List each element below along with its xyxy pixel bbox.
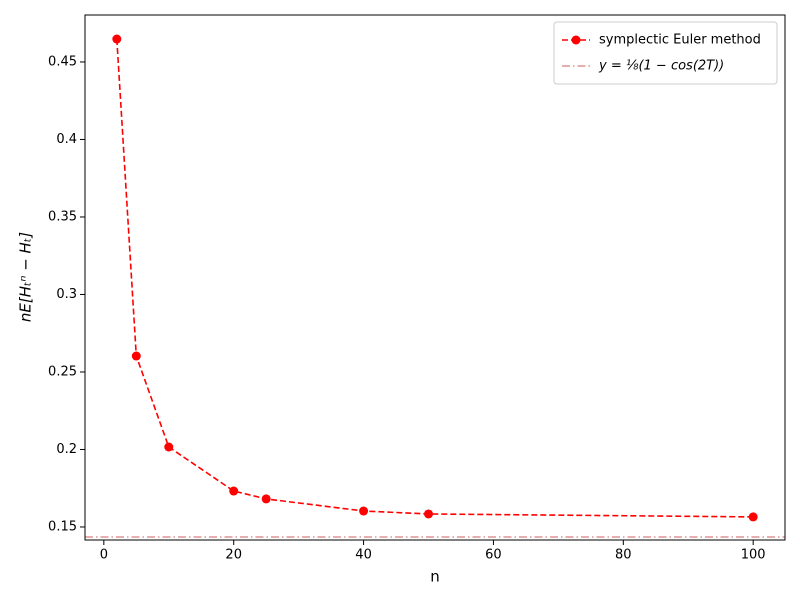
y-tick-label: 0.45 (48, 54, 77, 69)
y-tick-label: 0.25 (48, 364, 77, 379)
y-tick-label: 0.15 (48, 519, 77, 534)
series-line (116, 38, 754, 518)
x-axis-label: n (430, 568, 440, 586)
x-tick-label: 100 (741, 548, 766, 563)
x-tick-label: 20 (225, 548, 242, 563)
plot-frame (84, 14, 786, 541)
x-tick-label: 60 (485, 548, 502, 563)
legend-label: symplectic Euler method (599, 33, 761, 48)
legend-label: y = ⅛(1 − cos(2T)) (598, 59, 724, 74)
data-point (131, 351, 141, 361)
x-tick-label: 40 (355, 548, 372, 563)
y-tick-label: 0.2 (56, 442, 77, 457)
data-point (261, 494, 271, 504)
data-point (748, 512, 758, 522)
x-tick-label: 80 (615, 548, 632, 563)
y-tick-label: 0.3 (56, 287, 77, 302)
legend-marker (571, 35, 581, 45)
y-tick-label: 0.4 (56, 132, 77, 147)
x-tick-label: 0 (100, 548, 108, 563)
data-point (229, 486, 239, 496)
data-point (164, 442, 174, 452)
data-point (112, 34, 122, 44)
y-tick-label: 0.35 (48, 209, 77, 224)
data-point (359, 506, 369, 516)
data-point (424, 509, 434, 519)
legend-box (553, 21, 778, 85)
y-axis-label: nE[Hₜⁿ − Hₜ] (17, 232, 35, 322)
